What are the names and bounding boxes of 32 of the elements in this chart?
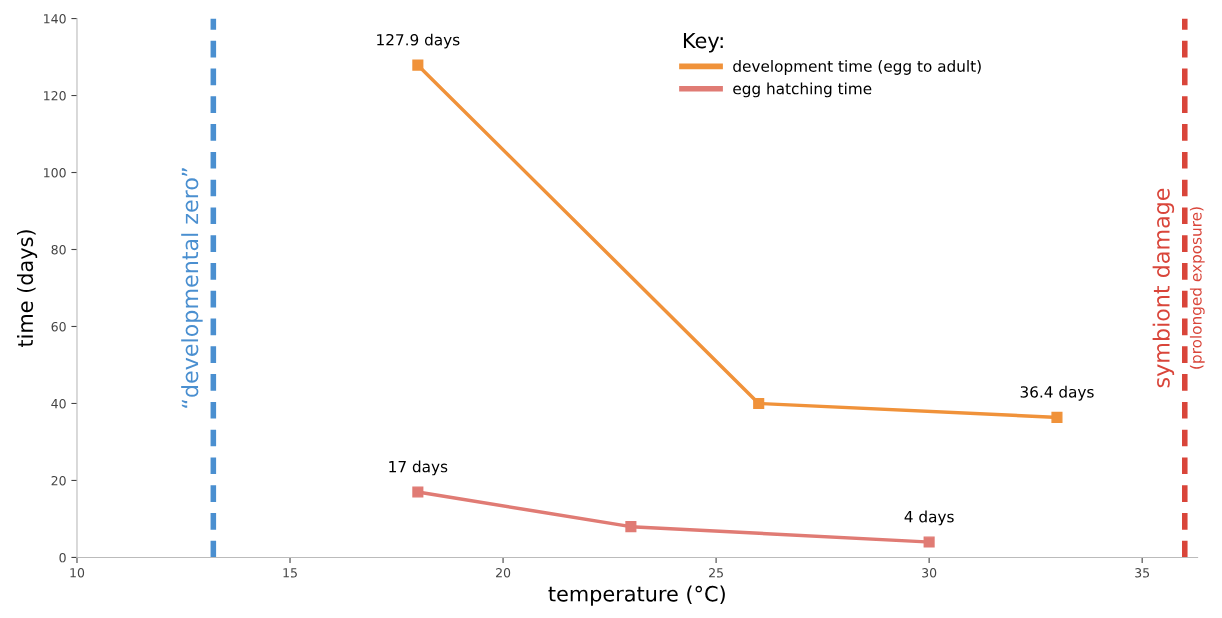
y-tick-label: 20 <box>51 475 66 486</box>
annotation: (prolonged exposure) <box>1189 207 1205 369</box>
y-tick-label: 120 <box>44 91 66 101</box>
x-tick-label: 15 <box>283 568 297 578</box>
x-tick-label: 35 <box>1135 568 1150 578</box>
point <box>923 536 935 548</box>
legend-title: Key: <box>683 32 723 53</box>
data-label: 4 days <box>904 510 954 526</box>
y-tick-label: 60 <box>51 321 66 332</box>
point <box>1051 411 1063 423</box>
y-tick-label: 0 <box>59 552 66 563</box>
y-tick-label: 140 <box>44 14 66 24</box>
y-tick-label: 80 <box>51 244 66 255</box>
ref-line-label: “developmental zero” <box>181 168 203 408</box>
legend-label: egg hatching time <box>733 82 872 98</box>
point <box>412 486 424 498</box>
point <box>753 397 765 410</box>
x-tick-label: 20 <box>496 568 511 578</box>
x-tick-label: 25 <box>709 568 723 578</box>
legend-label: development time (egg to adult) <box>733 60 981 75</box>
data-label: 17 days <box>389 460 448 476</box>
point <box>412 59 424 71</box>
x-tick-label: 10 <box>70 568 85 578</box>
x-axis-title: temperature (°C) <box>548 585 725 606</box>
x-tick-label: 30 <box>922 568 937 578</box>
y-axis-title: time (days) <box>16 230 38 347</box>
data-label: 36.4 days <box>1020 385 1094 401</box>
data-label: 127.9 days <box>377 33 460 49</box>
ref-line-label: symbiont damage <box>1152 188 1175 388</box>
y-tick-label: 40 <box>51 398 66 409</box>
y-tick-label: 100 <box>44 167 66 178</box>
point <box>625 521 637 533</box>
